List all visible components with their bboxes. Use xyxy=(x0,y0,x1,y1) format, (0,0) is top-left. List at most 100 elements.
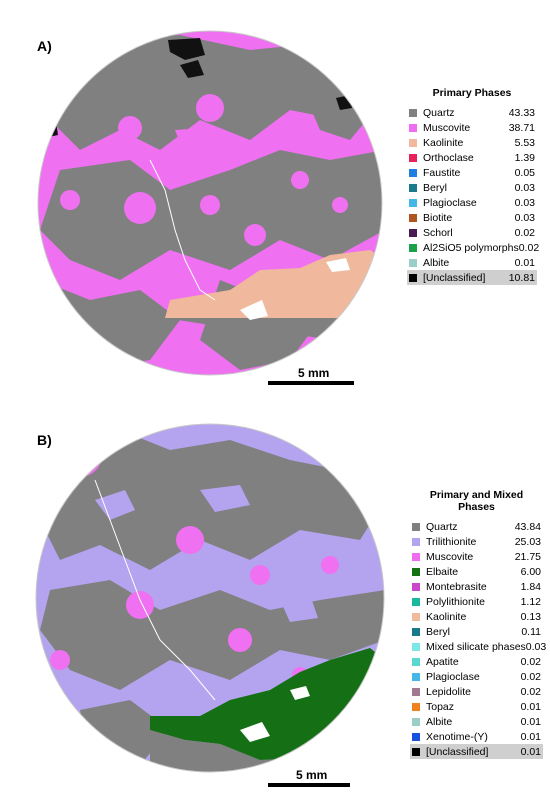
legend-item-name: Orthoclase xyxy=(423,151,474,164)
legend-item-name: Plagioclase xyxy=(426,670,480,683)
panel-a-legend: Primary Phases Quartz 43.33 Muscovite 38.71… xyxy=(407,87,540,285)
legend-item-name: Trilithionite xyxy=(426,535,477,548)
legend-swatch xyxy=(412,732,420,741)
legend-swatch xyxy=(409,138,417,147)
panel-b-label: B) xyxy=(37,432,52,448)
legend-item-value: 0.03 xyxy=(514,181,535,194)
legend-swatch xyxy=(409,213,417,222)
legend-item-value: 1.84 xyxy=(520,580,541,593)
legend-swatch xyxy=(409,198,417,207)
legend-item-value: 21.75 xyxy=(514,550,541,563)
legend-swatch xyxy=(412,552,420,561)
legend-item-value: 0.01 xyxy=(520,700,541,713)
legend-swatch xyxy=(412,717,420,726)
legend-item-name: Al2SiO5 polymorphs xyxy=(423,241,519,254)
legend-item: Lepidolite 0.02 xyxy=(410,684,543,699)
panel-a-scale-label: 5 mm xyxy=(298,366,330,380)
legend-item: Xenotime-(Y) 0.01 xyxy=(410,729,543,744)
legend-item: Plagioclase 0.02 xyxy=(410,669,543,684)
legend-item: Mixed silicate phases 0.03 xyxy=(410,639,547,654)
legend-item-value: 43.33 xyxy=(508,106,535,119)
legend-item-value: 0.03 xyxy=(514,196,535,209)
legend-swatch xyxy=(412,687,420,696)
legend-item-name: Schorl xyxy=(423,226,453,239)
legend-item: Topaz 0.01 xyxy=(410,699,543,714)
legend-swatch xyxy=(412,537,420,546)
legend-item: Biotite 0.03 xyxy=(407,210,537,225)
legend-item-name: Plagioclase xyxy=(423,196,477,209)
legend-item: Albite 0.01 xyxy=(410,714,543,729)
legend-item: Quartz 43.33 xyxy=(407,105,537,120)
legend-item-value: 0.05 xyxy=(514,166,535,179)
legend-swatch xyxy=(409,258,417,267)
legend-swatch xyxy=(409,243,417,252)
legend-item: Kaolinite 5.53 xyxy=(407,135,537,150)
legend-swatch xyxy=(409,168,417,177)
legend-item: Apatite 0.02 xyxy=(410,654,543,669)
legend-item-value: 0.13 xyxy=(520,610,541,623)
legend-item-value: 38.71 xyxy=(508,121,535,134)
legend-swatch xyxy=(409,183,417,192)
legend-swatch xyxy=(412,702,420,711)
legend-item-value: 5.53 xyxy=(514,136,535,149)
legend-item-name: Topaz xyxy=(426,700,455,713)
legend-item-name: Albite xyxy=(426,715,453,728)
legend-swatch xyxy=(409,153,417,162)
legend-item-name: Muscovite xyxy=(426,550,474,563)
legend-item: Montebrasite 1.84 xyxy=(410,579,543,594)
legend-item-name: Albite xyxy=(423,256,450,269)
legend-item-value: 43.84 xyxy=(514,520,541,533)
legend-item-name: Xenotime-(Y) xyxy=(426,730,488,743)
legend-swatch xyxy=(412,657,420,666)
legend-swatch xyxy=(409,228,417,237)
legend-item: Schorl 0.02 xyxy=(407,225,537,240)
legend-item-name: Polylithionite xyxy=(426,595,485,608)
legend-item-name: Muscovite xyxy=(423,121,471,134)
legend-item-name: [Unclassified] xyxy=(426,745,489,758)
legend-item-value: 0.11 xyxy=(521,625,541,638)
panel-b-map-content xyxy=(36,424,384,772)
legend-item-name: Quartz xyxy=(423,106,455,119)
legend-item-value: 25.03 xyxy=(514,535,541,548)
legend-swatch xyxy=(412,597,420,606)
legend-swatch xyxy=(409,108,417,117)
panel-b-legend-title: Primary and Mixed Phases xyxy=(429,489,524,513)
panel-b-legend: Primary and Mixed Phases Quartz 43.84 Tril… xyxy=(410,489,547,759)
panel-a-scale-bar xyxy=(268,381,354,385)
panel-a-legend-rows: Quartz 43.33 Muscovite 38.71 Kaolinite 5.53 Or… xyxy=(407,105,540,285)
legend-item-name: Montebrasite xyxy=(426,580,487,593)
legend-swatch xyxy=(412,642,420,651)
legend-item-name: Beryl xyxy=(423,181,447,194)
legend-item-value: 0.02 xyxy=(520,685,541,698)
legend-item: Al2SiO5 polymorphs 0.02 xyxy=(407,240,540,255)
panel-b-legend-rows: Quartz 43.84 Trilithionite 25.03 Muscovite 21… xyxy=(410,519,547,759)
legend-item-name: Quartz xyxy=(426,520,458,533)
legend-item-value: 0.01 xyxy=(520,715,541,728)
legend-item-value: 0.02 xyxy=(514,226,535,239)
legend-item: [Unclassified] 10.81 xyxy=(407,270,537,285)
legend-item-name: Kaolinite xyxy=(426,610,467,623)
legend-item-value: 0.01 xyxy=(514,256,535,269)
legend-item: Kaolinite 0.13 xyxy=(410,609,543,624)
legend-item: Muscovite 38.71 xyxy=(407,120,537,135)
panel-b-scale-label: 5 mm xyxy=(296,768,328,782)
legend-item: Trilithionite 25.03 xyxy=(410,534,543,549)
legend-item-name: Apatite xyxy=(426,655,459,668)
legend-item-name: Kaolinite xyxy=(423,136,464,149)
panel-b-scale-bar xyxy=(268,783,350,787)
legend-item: [Unclassified] 0.01 xyxy=(410,744,543,759)
legend-item-value: 1.12 xyxy=(520,595,541,608)
legend-item: Faustite 0.05 xyxy=(407,165,537,180)
legend-item-name: Faustite xyxy=(423,166,461,179)
legend-swatch xyxy=(412,672,420,681)
legend-item-value: 6.00 xyxy=(520,565,541,578)
legend-item-value: 0.02 xyxy=(518,241,540,254)
panel-a-map-content xyxy=(38,31,382,375)
legend-swatch xyxy=(409,273,417,282)
legend-item-value: 0.02 xyxy=(520,670,541,683)
legend-item-name: Biotite xyxy=(423,211,453,224)
legend-item-value: 0.03 xyxy=(514,211,535,224)
legend-item-value: 0.03 xyxy=(525,640,547,653)
legend-item: Albite 0.01 xyxy=(407,255,537,270)
